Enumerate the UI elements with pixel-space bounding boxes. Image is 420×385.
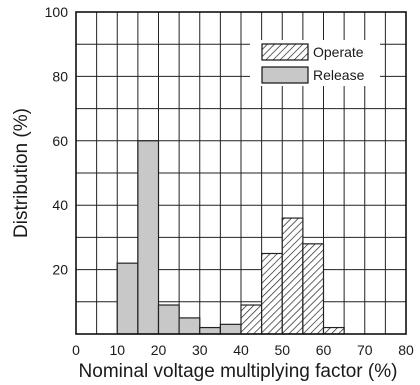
x-tick-label: 10 bbox=[109, 342, 125, 358]
y-tick-label: 20 bbox=[52, 262, 68, 278]
y-tick-label: 60 bbox=[52, 133, 68, 149]
y-tick-label: 100 bbox=[45, 4, 69, 20]
x-tick-label: 40 bbox=[233, 342, 249, 358]
x-tick-label: 60 bbox=[316, 342, 332, 358]
bar-release bbox=[219, 323, 242, 335]
bar-release bbox=[137, 140, 160, 335]
bar-release bbox=[178, 317, 201, 335]
bar-operate bbox=[261, 252, 283, 335]
bar-operate bbox=[302, 243, 325, 335]
bar-release bbox=[157, 304, 180, 335]
plot-frame bbox=[75, 11, 407, 335]
x-tick-label: 30 bbox=[192, 342, 208, 358]
x-tick-label: 80 bbox=[398, 342, 414, 358]
bar-operate bbox=[281, 217, 304, 335]
tick-labels: 0 10 20 30 40 50 60 70 80 20 40 60 80 100 bbox=[45, 4, 414, 358]
legend-label-release: Release bbox=[313, 67, 365, 83]
bars bbox=[116, 140, 345, 335]
y-axis-label: Distribution (%) bbox=[11, 108, 32, 238]
legend: Operate Release bbox=[250, 40, 380, 86]
x-tick-label: 70 bbox=[357, 342, 373, 358]
x-tick-label: 20 bbox=[151, 342, 167, 358]
bar-operate bbox=[322, 326, 345, 335]
bar-operate bbox=[240, 304, 263, 335]
x-axis-label: Nominal voltage multiplying factor (%) bbox=[79, 361, 398, 382]
legend-swatch-release bbox=[261, 66, 309, 84]
x-tick-label: 50 bbox=[274, 342, 290, 358]
legend-label-operate: Operate bbox=[313, 44, 364, 60]
y-tick-label: 80 bbox=[52, 68, 68, 84]
bar-release bbox=[199, 326, 221, 335]
x-tick-label: 0 bbox=[72, 342, 80, 358]
bar-release bbox=[116, 262, 139, 335]
legend-swatch-operate bbox=[261, 43, 309, 61]
y-tick-label: 40 bbox=[52, 197, 68, 213]
